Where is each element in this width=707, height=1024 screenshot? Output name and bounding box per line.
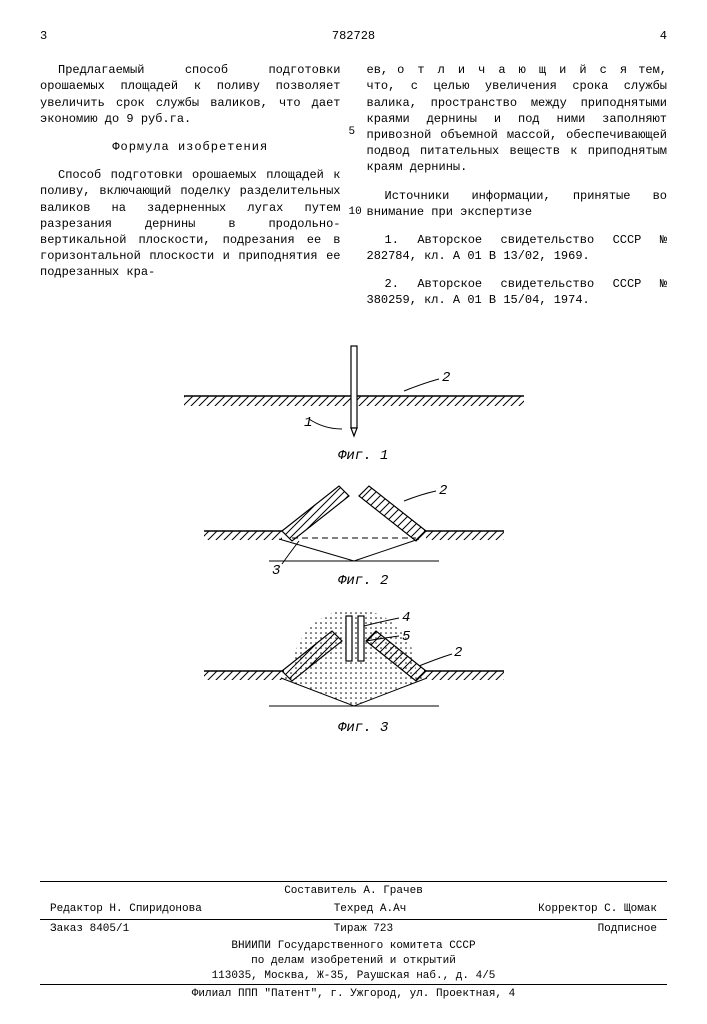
fig3-label-5: 5 [402, 629, 411, 645]
claim-continuation: ев, о т л и ч а ю щ и й с я тем, что, с … [367, 62, 668, 175]
circulation: Тираж 723 [334, 922, 393, 937]
figure-2: 2 3 Фиг. 2 [204, 483, 504, 589]
corrector: Корректор С. Щомак [538, 902, 657, 917]
fig3-caption: Фиг. 3 [338, 720, 388, 736]
fig1-label-1: 1 [304, 415, 312, 431]
claim-text: Способ подготовки орошаемых площадей к п… [40, 167, 341, 280]
fig3-label-2: 2 [454, 645, 462, 661]
claim-heading: Формула изобретения [40, 139, 341, 155]
fig1-label-2: 2 [442, 370, 450, 386]
address: 113035, Москва, Ж-35, Раушская наб., д. … [40, 969, 667, 984]
fig2-caption: Фиг. 2 [338, 573, 388, 589]
fig3-label-4: 4 [402, 610, 410, 626]
figure-1: 1 2 Фиг. 1 [184, 346, 524, 464]
branch: Филиал ППП "Патент", г. Ужгород, ул. Про… [40, 985, 667, 1004]
page-number-right: 4 [660, 28, 667, 44]
figures-svg: 1 2 Фиг. 1 [144, 341, 564, 761]
figure-3: 4 5 2 Фиг. 3 [204, 609, 504, 736]
fig2-label-2: 2 [439, 483, 447, 499]
subscription: Подписное [598, 922, 657, 937]
text-columns: Предлагаемый способ подготовки орошаемых… [40, 50, 667, 320]
reference-1: 1. Авторское свидетельство СССР № 282784… [367, 232, 668, 264]
reference-2: 2. Авторское свидетельство СССР № 380259… [367, 276, 668, 308]
editor: Редактор Н. Спиридонова [50, 902, 202, 917]
sources-heading: Источники информации, принятые во вниман… [367, 188, 668, 220]
compiler-line: Составитель А. Грачев [40, 882, 667, 901]
fig1-caption: Фиг. 1 [338, 448, 388, 464]
techred: Техред А.Ач [334, 902, 407, 917]
fig2-label-3: 3 [272, 563, 280, 579]
line-number-10: 10 [349, 205, 362, 220]
order-number: Заказ 8405/1 [50, 922, 129, 937]
organization-2: по делам изобретений и открытий [40, 954, 667, 969]
line-number-5: 5 [349, 125, 356, 140]
patent-number: 782728 [332, 28, 375, 44]
figures-block: 1 2 Фиг. 1 [40, 341, 667, 761]
colophon: Составитель А. Грачев Редактор Н. Спирид… [40, 881, 667, 1004]
intro-paragraph: Предлагаемый способ подготовки орошаемых… [40, 62, 341, 127]
organization-1: ВНИИПИ Государственного комитета СССР [40, 939, 667, 954]
right-column: ев, о т л и ч а ю щ и й с я тем, что, с … [367, 50, 668, 320]
page-header: 3 782728 4 [40, 28, 667, 44]
left-column: Предлагаемый способ подготовки орошаемых… [40, 50, 341, 320]
page-number-left: 3 [40, 28, 47, 44]
